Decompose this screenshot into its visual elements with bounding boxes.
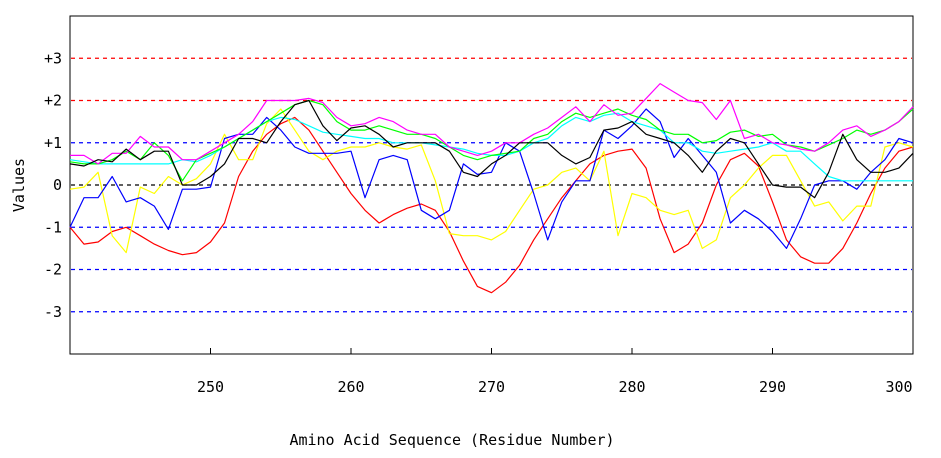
x-tick-label: 270 <box>478 378 505 396</box>
series-line-5 <box>69 99 914 182</box>
x-tick-label: 300 <box>885 378 912 396</box>
y-tick-label: +3 <box>44 49 62 67</box>
x-tick-label: 290 <box>759 378 786 396</box>
x-tick-label: 280 <box>618 378 645 396</box>
y-tick-label: -1 <box>44 218 62 236</box>
series-line-6 <box>70 82 914 165</box>
y-tick-label: +2 <box>44 92 62 110</box>
x-tick-labels: 250 260 270 280 290 300 <box>197 348 914 396</box>
series-line-1 <box>69 116 914 294</box>
y-tick-label: +1 <box>44 134 62 152</box>
y-axis-label: Values <box>10 158 28 212</box>
series-layer <box>69 82 914 294</box>
y-tick-label: 0 <box>53 176 62 194</box>
series-line-3 <box>69 108 914 249</box>
x-axis-label: Amino Acid Sequence (Residue Number) <box>289 431 614 449</box>
y-tick-label: -3 <box>44 303 62 321</box>
series-line-7 <box>69 99 914 199</box>
y-tick-label: -2 <box>44 261 62 279</box>
x-tick-label: 250 <box>197 378 224 396</box>
x-tick-label: 260 <box>337 378 364 396</box>
y-tick-labels: +3 +2 +1 0 -1 -2 -3 <box>44 49 62 321</box>
series-line-2 <box>69 108 914 254</box>
